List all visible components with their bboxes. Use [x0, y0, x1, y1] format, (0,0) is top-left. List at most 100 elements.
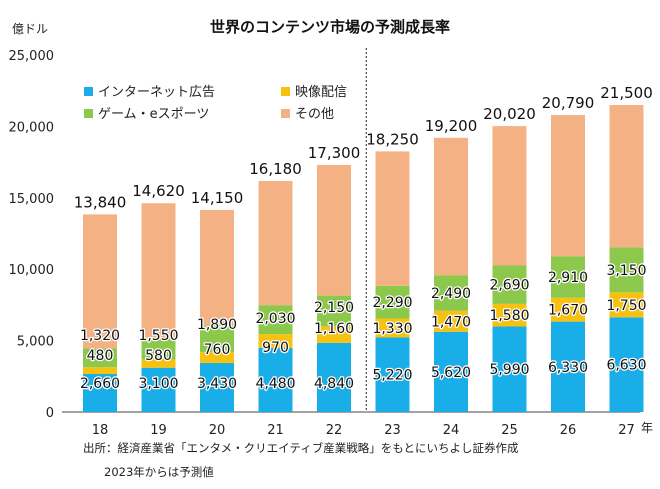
y-tick-label: 15,000	[9, 192, 55, 207]
segment-label-3: 3,150	[606, 263, 646, 279]
x-axis-ticks: 18 19 20 21 22 23 24 25 26 27	[92, 423, 635, 438]
y-axis-unit-label: 億ドル	[12, 22, 48, 36]
segment-label-3: 2,290	[372, 295, 412, 311]
bar-segment-2	[317, 326, 351, 343]
x-tick-label: 21	[267, 423, 284, 438]
x-tick-label: 25	[501, 423, 518, 438]
bar-segment-1	[200, 363, 234, 412]
bar-segment-4	[434, 137, 468, 276]
bars: 2,660 480 1,320 3,100 580 1,550 3,430 760 1,890 4…	[74, 84, 653, 412]
x-tick-label: 26	[560, 423, 577, 438]
bar-segment-2	[434, 310, 468, 332]
chart-title: 世界のコンテンツ市場の予測成長率	[210, 18, 450, 36]
y-tick-label: 25,000	[9, 49, 55, 64]
segment-label-2: 1,470	[431, 314, 471, 330]
segment-label-3: 1,550	[138, 328, 178, 344]
bar-segment-4	[200, 209, 234, 326]
bar-segment-3	[492, 265, 527, 304]
bar-segment-1	[434, 331, 468, 412]
segment-label-1: 4,480	[255, 376, 295, 392]
segment-label-2: 580	[145, 348, 172, 364]
total-label: 18,250	[366, 130, 419, 148]
total-label: 14,150	[191, 189, 244, 207]
segment-label-2: 1,670	[548, 303, 588, 319]
segment-label-3: 1,890	[197, 317, 237, 333]
bar-segment-1	[83, 374, 117, 412]
x-tick-label: 19	[150, 423, 167, 438]
bar-segment-3	[200, 325, 234, 353]
legend-swatch	[84, 87, 93, 96]
bar-segment-3	[141, 337, 176, 360]
bar-segment-2	[375, 318, 410, 338]
segment-label-3: 2,690	[489, 278, 529, 294]
segment-label-1: 2,660	[80, 376, 120, 392]
segment-label-2: 970	[262, 340, 289, 356]
x-tick-label: 22	[326, 423, 343, 438]
legend-item-label: 映像配信	[295, 85, 347, 100]
bar-segment-4	[551, 115, 585, 257]
segment-label-1: 5,990	[489, 362, 529, 378]
y-tick-label: 20,000	[9, 120, 55, 135]
x-tick-label: 27	[618, 423, 635, 438]
bar-segment-4	[492, 126, 527, 266]
x-tick-label: 18	[92, 423, 109, 438]
x-tick-label: 23	[384, 423, 401, 438]
segment-label-1: 5,620	[431, 365, 471, 381]
x-tick-label: 20	[209, 423, 226, 438]
segment-label-3: 1,320	[80, 328, 120, 344]
total-label: 20,790	[542, 94, 595, 112]
bar-segment-1	[551, 321, 585, 412]
y-axis-ticks: 0 5,000 10,000 15,000 20,000 25,000	[9, 49, 55, 421]
bar-segment-4	[258, 180, 293, 306]
segment-label-3: 2,030	[255, 311, 295, 327]
segment-label-2: 760	[204, 342, 231, 358]
segment-label-1: 6,630	[606, 358, 646, 374]
bar-segment-1	[492, 326, 527, 412]
segment-label-1: 6,330	[548, 360, 588, 376]
segment-label-1: 3,100	[138, 376, 178, 392]
segment-label-1: 4,840	[314, 376, 354, 392]
segment-label-2: 480	[87, 348, 114, 364]
legend-swatch	[281, 87, 290, 96]
legend-item-label: インターネット広告	[98, 85, 215, 100]
total-label: 17,300	[308, 144, 361, 162]
total-label: 13,840	[74, 193, 127, 211]
bar-segment-2	[141, 359, 176, 368]
total-label: 21,500	[600, 84, 653, 102]
segment-label-3: 2,490	[431, 286, 471, 302]
y-tick-label: 5,000	[17, 335, 54, 350]
bar-segment-3	[375, 285, 410, 319]
bar-segment-2	[83, 367, 117, 375]
bar-segment-3	[258, 305, 293, 335]
segment-label-2: 1,580	[489, 308, 529, 324]
segment-label-1: 5,220	[372, 368, 412, 384]
bar-segment-3	[83, 348, 117, 368]
total-label: 16,180	[249, 160, 302, 178]
bar-segment-3	[609, 247, 644, 293]
legend-item-label: その他	[295, 107, 334, 122]
forecast-note: 2023年からは予測値	[104, 465, 214, 479]
segment-label-3: 2,150	[314, 300, 354, 316]
bar-segment-4	[141, 203, 176, 338]
x-tick-label: 24	[443, 423, 460, 438]
source-note: 出所：経済産業省「エンタメ・クリエイティブ産業戦略」をもとにいちよし証券作成	[83, 441, 519, 455]
bar-segment-3	[317, 295, 351, 327]
bar-segment-1	[317, 342, 351, 412]
bar-segment-2	[609, 292, 644, 318]
segment-label-2: 1,160	[314, 321, 354, 337]
legend-swatch	[84, 109, 93, 118]
x-axis-unit-label: 年	[641, 421, 653, 435]
legend-item-label: ゲーム・eスポーツ	[98, 107, 209, 122]
bar-segment-4	[609, 104, 644, 248]
bar-segment-2	[200, 352, 234, 364]
segment-label-2: 1,330	[372, 321, 412, 337]
bar-segment-2	[492, 303, 527, 327]
bar-segment-4	[83, 214, 117, 349]
y-tick-label: 10,000	[9, 263, 55, 278]
bar-segment-1	[258, 348, 293, 412]
total-label: 19,200	[425, 117, 478, 135]
bar-segment-1	[141, 367, 176, 412]
bar-segment-4	[317, 164, 351, 296]
